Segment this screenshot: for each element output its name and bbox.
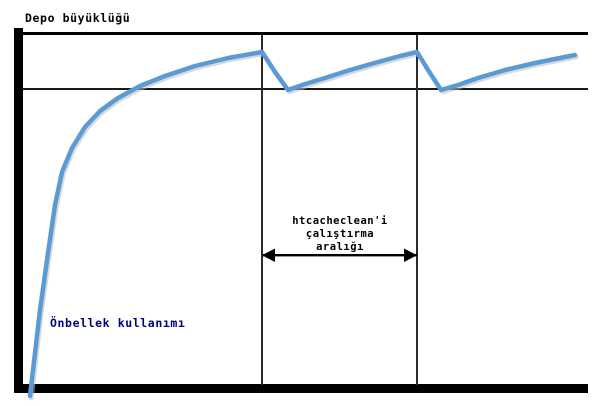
interval-arrow-shaft	[263, 254, 417, 257]
page-title: Depo büyüklüğü	[25, 11, 130, 25]
clean-target-reference-line	[22, 88, 588, 90]
interval-label-line-2: çalıştırma	[306, 228, 374, 240]
cache-usage-label: Önbellek kullanımı	[50, 315, 185, 330]
interval-label-line-3: aralığı	[316, 241, 364, 253]
clean-run-gridline-1	[261, 35, 263, 385]
interval-arrow-head-right	[404, 248, 417, 262]
interval-arrow-head-left	[262, 248, 275, 262]
interval-label-line-1: htcacheclean'i	[292, 215, 388, 227]
x-axis	[14, 384, 588, 393]
cache-usage-curve	[27, 49, 578, 399]
y-axis	[14, 28, 23, 393]
max-size-reference-line	[22, 32, 588, 35]
clean-run-gridline-2	[416, 35, 418, 385]
interval-arrow	[262, 248, 417, 262]
